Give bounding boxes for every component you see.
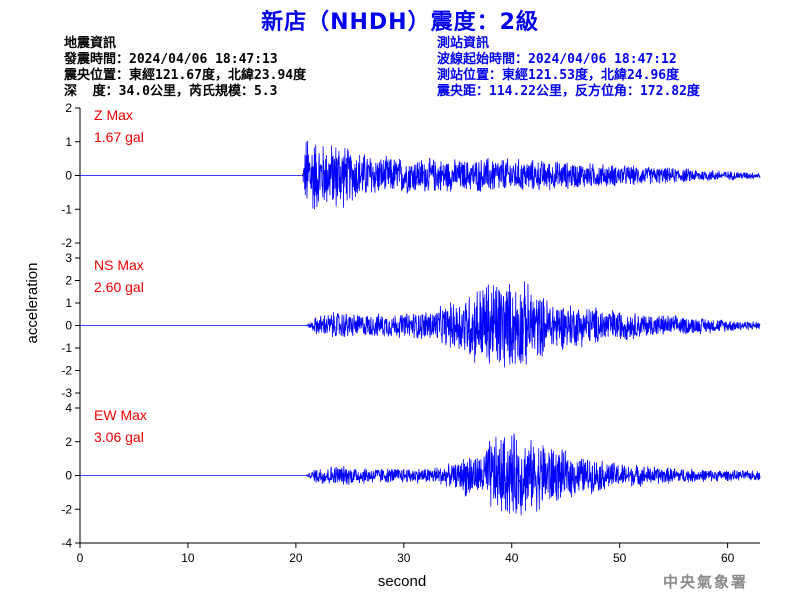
series-max-name: EW Max [94, 407, 147, 423]
distance-azimuth: 震央距：114.22公里，反方位角：172.82度 [437, 84, 700, 99]
y-tick-label: -1 [61, 341, 72, 355]
series-line [80, 281, 761, 368]
x-tick-label: 20 [289, 551, 303, 565]
y-tick-label: -2 [61, 502, 72, 516]
x-tick-label: 0 [77, 551, 84, 565]
x-tick-label: 50 [613, 551, 627, 565]
y-axis-label: acceleration [24, 263, 41, 344]
y-tick-label: 1 [65, 135, 72, 149]
series-line [80, 433, 761, 516]
depth-magnitude: 深 度：34.0公里，芮氏規模：5.3 [64, 84, 278, 99]
series-max-value: 1.67 gal [94, 129, 144, 145]
y-tick-label: 4 [65, 401, 72, 415]
y-tick-label: 0 [65, 169, 72, 183]
y-tick-label: -3 [61, 386, 72, 400]
series-max-name: NS Max [94, 257, 144, 273]
x-tick-label: 30 [397, 551, 411, 565]
x-tick-label: 40 [505, 551, 519, 565]
agency-credit: 中央氣象署 [662, 573, 748, 591]
y-tick-label: 2 [65, 274, 72, 288]
y-tick-label: 1 [65, 296, 72, 310]
y-tick-label: -4 [61, 536, 72, 550]
y-tick-label: 2 [65, 435, 72, 449]
series-max-value: 2.60 gal [94, 279, 144, 295]
x-tick-label: 60 [721, 551, 735, 565]
quake-info-panel: 地震資訊 發震時間：2024/04/06 18:47:13 震央位置：東經121.6… [64, 36, 306, 100]
quake-info-heading: 地震資訊 [64, 36, 117, 51]
y-tick-label: -2 [61, 364, 72, 378]
series-max-name: Z Max [94, 107, 133, 123]
station-info-panel: 測站資訊 波線起始時間：2024/04/06 18:47:12 測站位置：東經121… [437, 36, 700, 100]
wave-onset-time: 波線起始時間：2024/04/06 18:47:12 [437, 52, 677, 67]
y-tick-label: 3 [65, 251, 72, 265]
y-tick-label: -2 [61, 236, 72, 250]
x-axis-label: second [378, 573, 426, 590]
page-title: 新店（NHDH）震度：2級 [261, 10, 539, 35]
station-info-heading: 測站資訊 [437, 36, 490, 51]
x-tick-label: 10 [181, 551, 195, 565]
series-max-value: 3.06 gal [94, 429, 144, 445]
y-tick-label: 0 [65, 319, 72, 333]
station-location: 測站位置：東經121.53度，北緯24.96度 [437, 68, 680, 83]
y-tick-label: -1 [61, 202, 72, 216]
epicenter: 震央位置：東經121.67度，北緯23.94度 [64, 68, 307, 83]
series-line [80, 140, 761, 210]
y-tick-label: 2 [65, 101, 72, 115]
origin-time: 發震時間：2024/04/06 18:47:13 [64, 52, 278, 67]
y-tick-label: 0 [65, 469, 72, 483]
